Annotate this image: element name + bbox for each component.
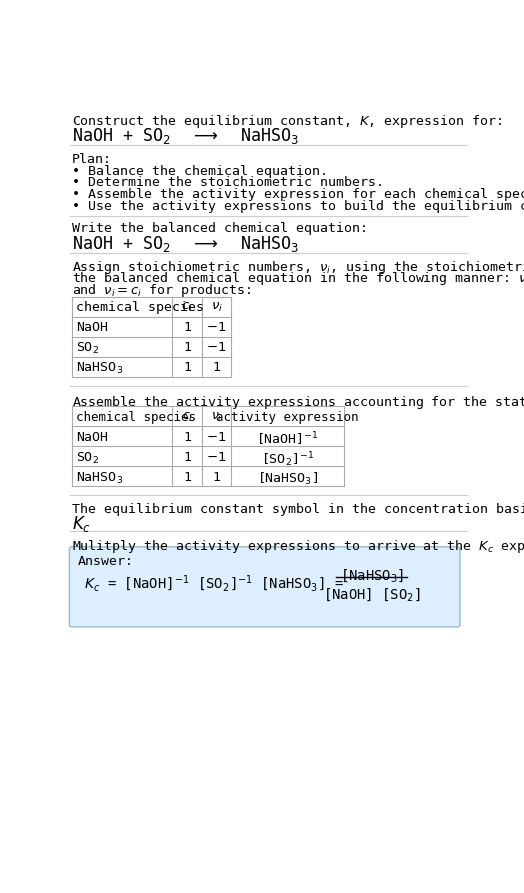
Text: 1: 1 (183, 321, 191, 334)
Text: activity expression: activity expression (216, 411, 359, 423)
Text: SO$_2$: SO$_2$ (77, 341, 100, 356)
Text: 1: 1 (183, 471, 191, 484)
Text: $K_c$: $K_c$ (72, 514, 91, 535)
Text: and $\nu_i = c_i$ for products:: and $\nu_i = c_i$ for products: (72, 282, 251, 299)
Text: Construct the equilibrium constant, $K$, expression for:: Construct the equilibrium constant, $K$,… (72, 113, 502, 130)
Text: $\nu_i$: $\nu_i$ (211, 411, 222, 423)
Text: NaOH: NaOH (77, 430, 108, 444)
Text: 1: 1 (213, 362, 221, 374)
Text: $c_i$: $c_i$ (181, 301, 193, 314)
Text: SO$_2$: SO$_2$ (77, 451, 100, 465)
Text: [NaOH]$^{-1}$: [NaOH]$^{-1}$ (256, 430, 319, 448)
Text: NaOH + SO$_2$  $\longrightarrow$  NaHSO$_3$: NaOH + SO$_2$ $\longrightarrow$ NaHSO$_3… (72, 234, 299, 255)
Text: $K_c$ = [NaOH]$^{-1}$ [SO$_2$]$^{-1}$ [NaHSO$_3$] =: $K_c$ = [NaOH]$^{-1}$ [SO$_2$]$^{-1}$ [N… (84, 574, 345, 594)
Text: • Assemble the activity expression for each chemical species.: • Assemble the activity expression for e… (72, 188, 524, 201)
Text: 1: 1 (183, 341, 191, 355)
Text: • Determine the stoichiometric numbers.: • Determine the stoichiometric numbers. (72, 177, 384, 189)
Text: [SO$_2$]$^{-1}$: [SO$_2$]$^{-1}$ (261, 451, 314, 470)
Text: NaHSO$_3$: NaHSO$_3$ (77, 362, 124, 376)
Text: Assemble the activity expressions accounting for the state of matter and $\nu_i$: Assemble the activity expressions accoun… (72, 394, 524, 411)
Text: $\nu_i$: $\nu_i$ (211, 301, 223, 314)
Text: chemical species: chemical species (77, 301, 204, 314)
Text: Mulitply the activity expressions to arrive at the $K_c$ expression:: Mulitply the activity expressions to arr… (72, 538, 524, 555)
Text: 1: 1 (183, 451, 191, 463)
Text: 1: 1 (213, 471, 221, 484)
Text: $-1$: $-1$ (206, 451, 227, 463)
Text: Plan:: Plan: (72, 153, 112, 165)
Text: • Balance the chemical equation.: • Balance the chemical equation. (72, 165, 328, 178)
Text: the balanced chemical equation in the following manner: $\nu_i = -c_i$ for react: the balanced chemical equation in the fo… (72, 271, 524, 288)
Text: chemical species: chemical species (77, 411, 196, 423)
Text: [NaOH] [SO$_2$]: [NaOH] [SO$_2$] (323, 586, 420, 603)
Text: • Use the activity expressions to build the equilibrium constant expression.: • Use the activity expressions to build … (72, 199, 524, 213)
Text: $-1$: $-1$ (206, 341, 227, 355)
Text: Assign stoichiometric numbers, $\nu_i$, using the stoichiometric coefficients, $: Assign stoichiometric numbers, $\nu_i$, … (72, 259, 524, 276)
Text: $c_i$: $c_i$ (181, 411, 193, 423)
Text: $-1$: $-1$ (206, 430, 227, 444)
Text: Write the balanced chemical equation:: Write the balanced chemical equation: (72, 221, 368, 235)
Text: [NaHSO$_3$]: [NaHSO$_3$] (340, 568, 403, 584)
Text: $-1$: $-1$ (206, 321, 227, 334)
Text: [NaHSO$_3$]: [NaHSO$_3$] (257, 471, 318, 487)
Text: 1: 1 (183, 430, 191, 444)
Text: The equilibrium constant symbol in the concentration basis is:: The equilibrium constant symbol in the c… (72, 503, 524, 516)
Text: NaOH: NaOH (77, 321, 108, 334)
FancyBboxPatch shape (69, 547, 460, 627)
Text: NaHSO$_3$: NaHSO$_3$ (77, 471, 124, 486)
Text: 1: 1 (183, 362, 191, 374)
Text: Answer:: Answer: (78, 555, 134, 568)
Text: NaOH + SO$_2$  $\longrightarrow$  NaHSO$_3$: NaOH + SO$_2$ $\longrightarrow$ NaHSO$_3… (72, 127, 299, 146)
